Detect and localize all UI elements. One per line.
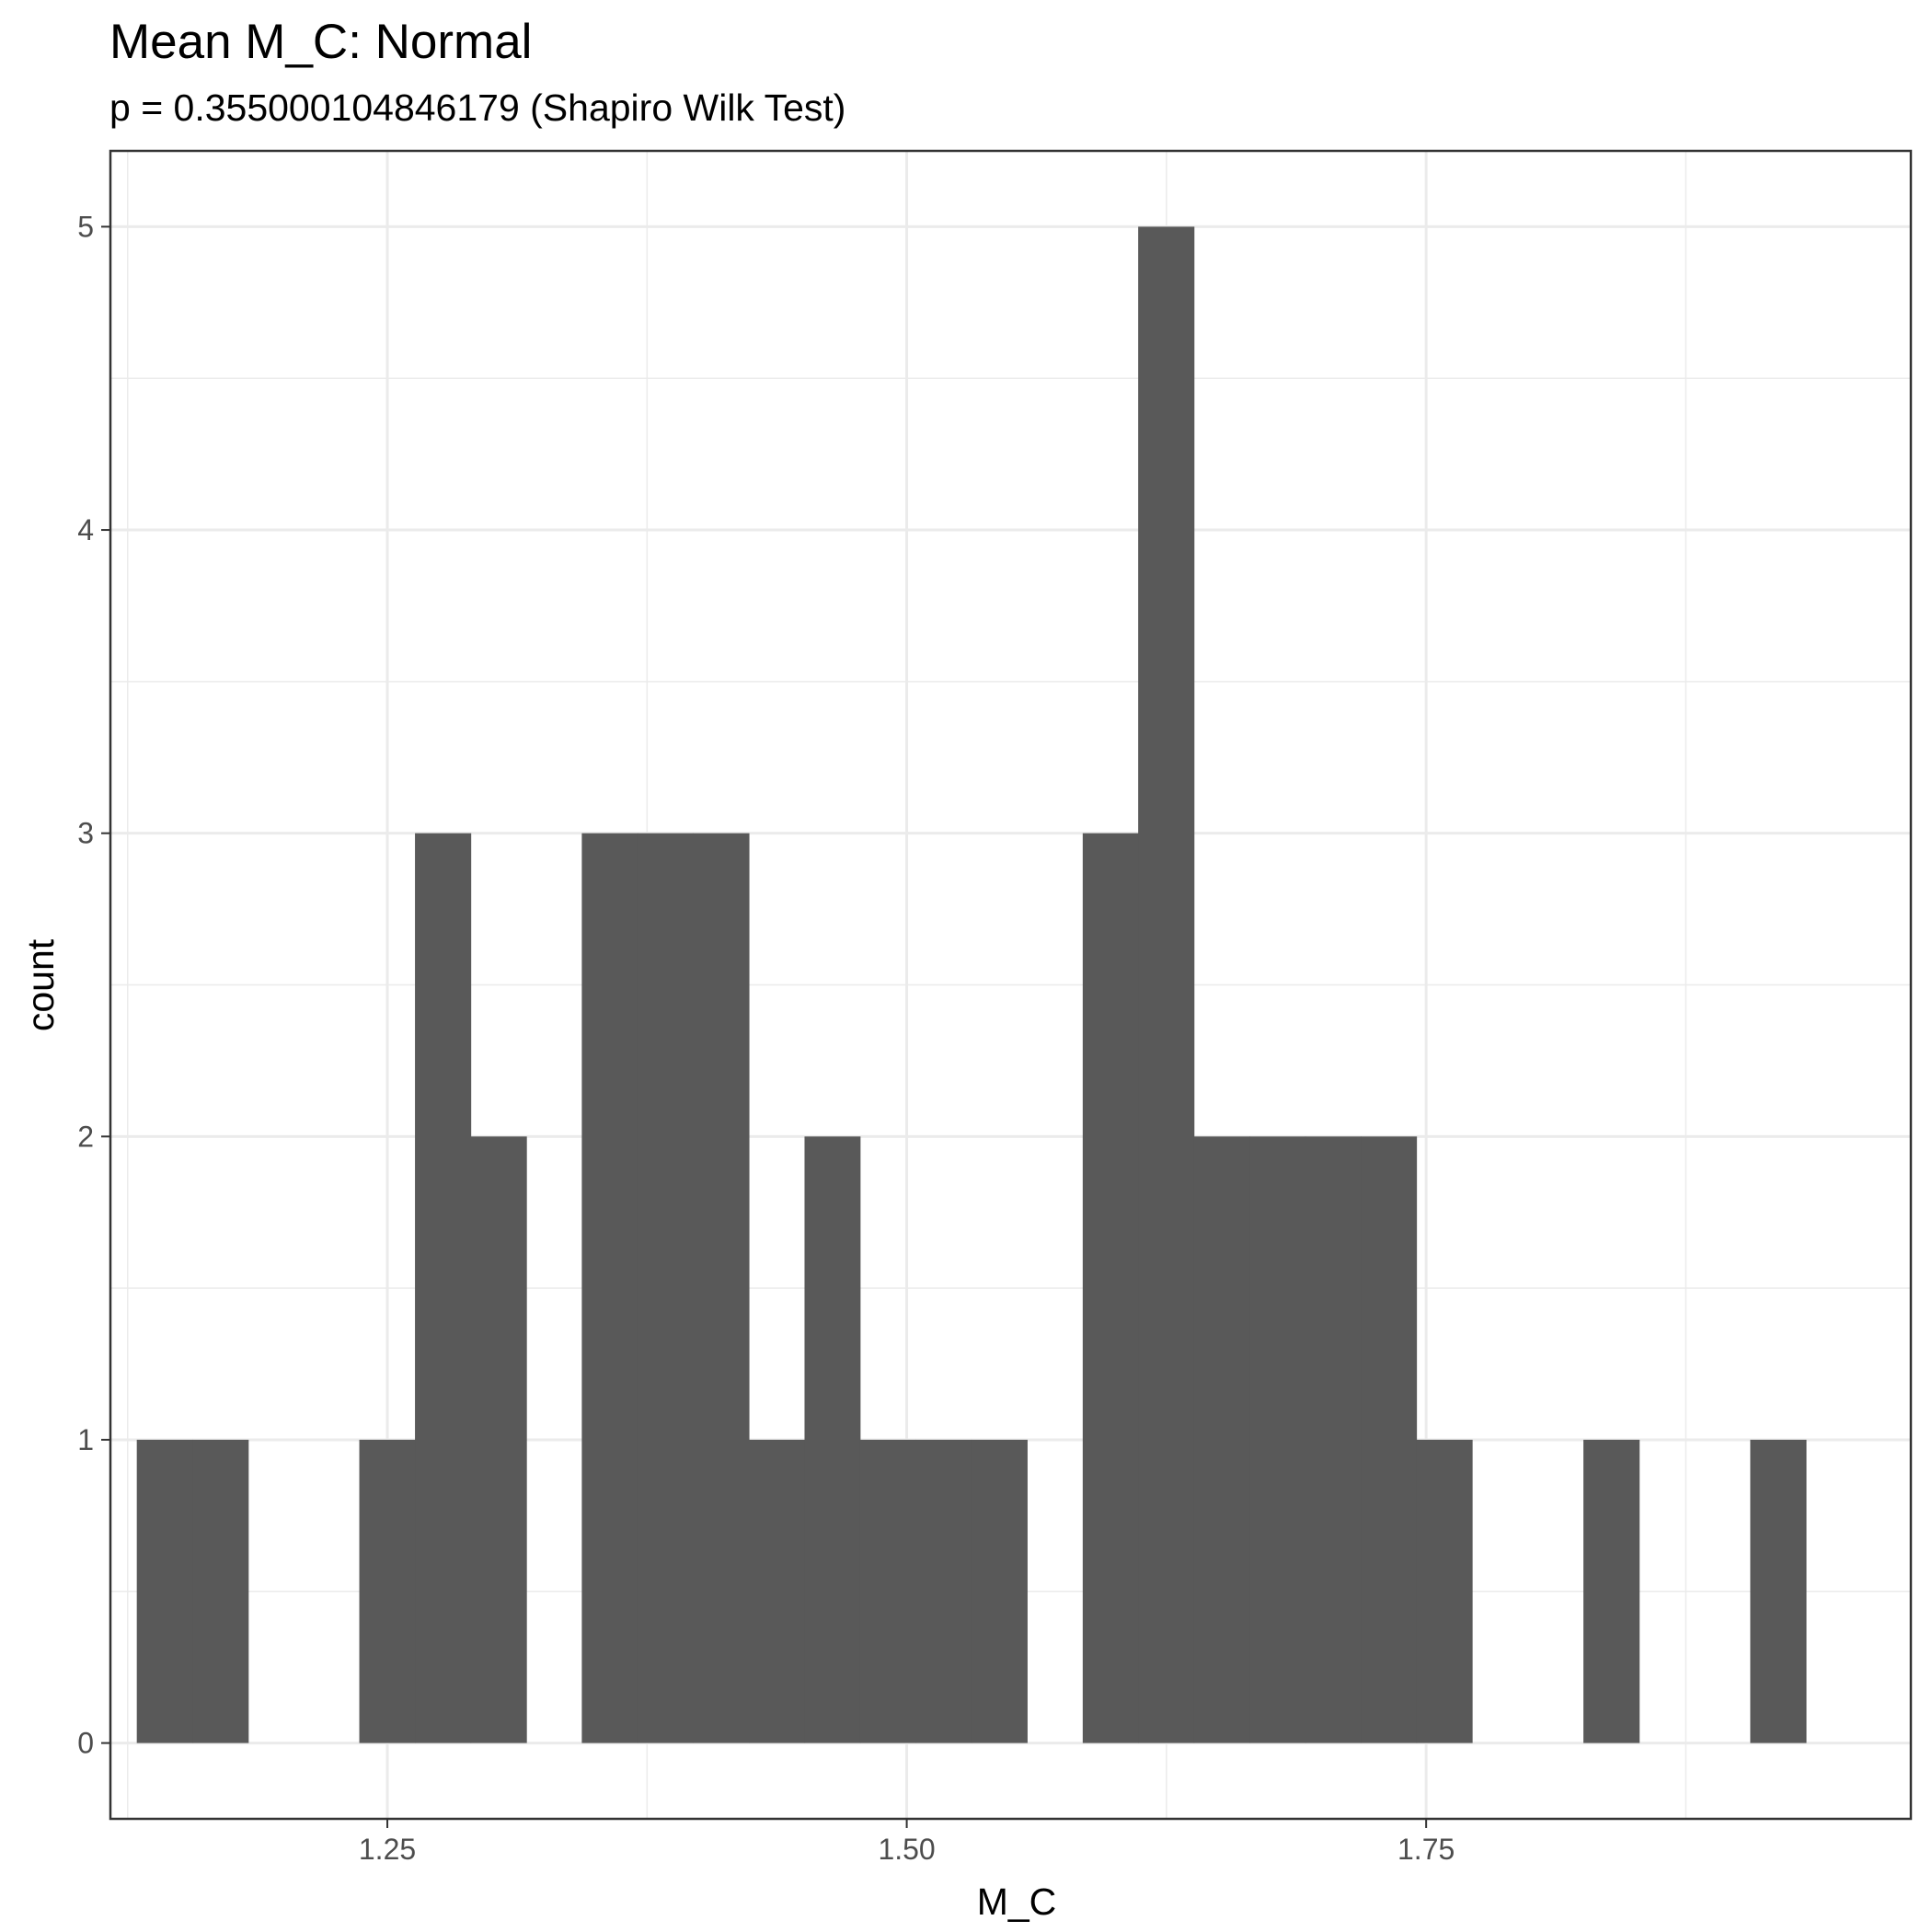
y-tick-label: 2 [77, 1120, 94, 1153]
y-tick-label: 0 [77, 1727, 94, 1760]
y-tick-label: 3 [77, 817, 94, 850]
chart-title: Mean M_C: Normal [109, 15, 532, 69]
x-axis: 1.25 1.50 1.75 [359, 1819, 1455, 1866]
histogram-bar [1138, 226, 1195, 1743]
histogram-bar [748, 1439, 806, 1743]
histogram-bar [1305, 1136, 1362, 1743]
histogram-bar [915, 1439, 972, 1743]
histogram-bar [1361, 1136, 1418, 1743]
histogram-bar [192, 1439, 249, 1743]
panel-border [109, 149, 1913, 1821]
y-tick-label: 4 [77, 513, 94, 546]
plot-panel [109, 149, 1913, 1821]
x-tick-label: 1.25 [359, 1833, 416, 1866]
histogram-bar [1583, 1439, 1640, 1743]
histogram-bar [1249, 1136, 1306, 1743]
histogram-bar [637, 833, 695, 1743]
histogram-bar [415, 833, 472, 1743]
y-tick-label: 5 [77, 210, 94, 243]
histogram-bar [1416, 1439, 1473, 1743]
histogram-bar [1750, 1439, 1807, 1743]
histogram-bar [1193, 1136, 1250, 1743]
x-axis-title: M_C [977, 1880, 1057, 1923]
histogram-bar [136, 1439, 193, 1743]
histogram-bar [1082, 833, 1139, 1743]
histogram-bar [470, 1136, 527, 1743]
y-axis-title: count [19, 938, 62, 1031]
histogram-bar [804, 1136, 861, 1743]
chart-subtitle: p = 0.355000104846179 (Shapiro Wilk Test… [109, 86, 845, 129]
y-tick-label: 1 [77, 1423, 94, 1456]
histogram-bar [971, 1439, 1028, 1743]
x-tick-label: 1.50 [878, 1833, 935, 1866]
histogram-bar [859, 1439, 916, 1743]
y-axis: 0 1 2 3 4 5 [77, 210, 110, 1760]
histogram-bar [693, 833, 750, 1743]
histogram-bar [581, 833, 638, 1743]
histogram-bars [136, 226, 1807, 1743]
histogram-bar [359, 1439, 416, 1743]
x-tick-label: 1.75 [1397, 1833, 1455, 1866]
